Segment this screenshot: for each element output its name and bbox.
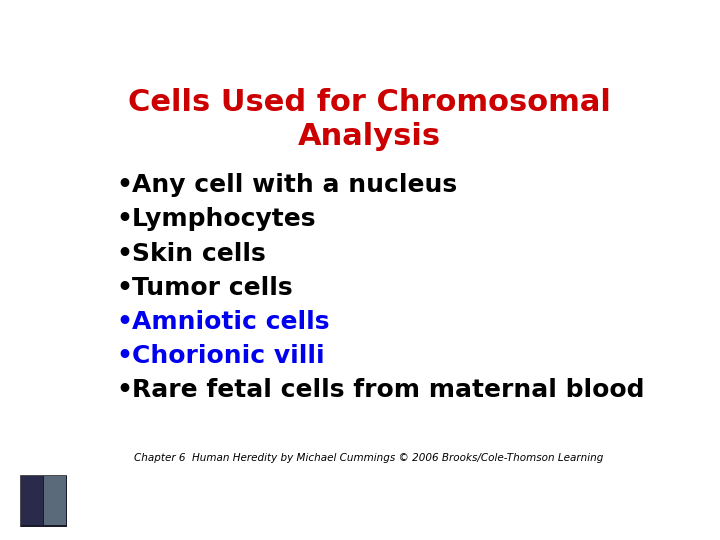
- Text: Skin cells: Skin cells: [132, 241, 266, 266]
- Bar: [21, 476, 43, 525]
- Text: •: •: [117, 207, 132, 232]
- Text: •: •: [117, 241, 132, 266]
- Text: Cells Used for Chromosomal
Analysis: Cells Used for Chromosomal Analysis: [127, 87, 611, 151]
- Text: Rare fetal cells from maternal blood: Rare fetal cells from maternal blood: [132, 378, 644, 402]
- Text: •: •: [117, 378, 132, 402]
- Text: Any cell with a nucleus: Any cell with a nucleus: [132, 173, 457, 198]
- Text: Chapter 6  Human Heredity by Michael Cummings © 2006 Brooks/Cole-Thomson Learnin: Chapter 6 Human Heredity by Michael Cumm…: [135, 453, 603, 463]
- Text: •: •: [117, 173, 132, 198]
- Text: Lymphocytes: Lymphocytes: [132, 207, 316, 232]
- Text: •: •: [117, 310, 132, 334]
- Text: •: •: [117, 344, 132, 368]
- Text: Tumor cells: Tumor cells: [132, 275, 292, 300]
- Text: Amniotic cells: Amniotic cells: [132, 310, 329, 334]
- Text: Chorionic villi: Chorionic villi: [132, 344, 325, 368]
- Text: •: •: [117, 275, 132, 300]
- Bar: [44, 476, 66, 525]
